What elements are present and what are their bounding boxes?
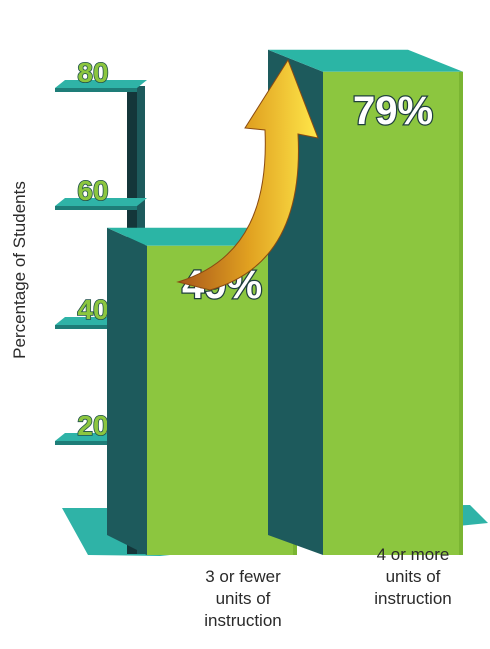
x-category-label-2: 4 or more units of instruction: [374, 545, 452, 608]
bars-group: [107, 49, 463, 556]
bar-edge-2: [459, 71, 463, 556]
y-tick-label-80: 80: [77, 57, 108, 88]
data-labels-group: 49%79%: [176, 58, 434, 308]
tick-shelf-edge-60: [55, 206, 137, 210]
y-tick-label-40: 40: [77, 294, 108, 325]
bar-top-2: [268, 49, 463, 72]
tick-shelf-60: [55, 198, 147, 206]
y-tick-label-60: 60: [77, 175, 108, 206]
y-axis-title-box: Percentage of Students: [6, 140, 34, 400]
data-label-2: 79%: [353, 89, 433, 133]
bar-front-2: [323, 71, 463, 556]
y-axis-title: Percentage of Students: [10, 181, 29, 359]
x-category-label-1: 3 or fewer units of instruction: [204, 567, 282, 630]
growth-arrow-body: [176, 58, 319, 291]
y-tick-label-20: 20: [77, 410, 108, 441]
growth-arrow: [176, 58, 319, 291]
tick-shelf-edge-80: [55, 88, 137, 92]
bar-side-1: [107, 227, 147, 556]
tick-shelf-80: [55, 80, 147, 88]
